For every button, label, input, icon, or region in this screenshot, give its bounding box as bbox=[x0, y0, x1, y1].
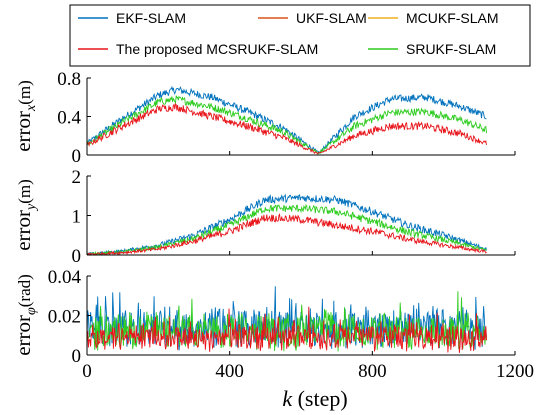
chart-panel-1: 0 0.4 0.8 bbox=[57, 69, 516, 167]
series-line bbox=[87, 306, 487, 353]
legend-label: MCUKF-SLAM bbox=[406, 10, 499, 26]
chart-panel-2: 0 1 2 bbox=[72, 167, 516, 267]
y-labels: errorx(m) errory(m) errorφ(rad) bbox=[11, 80, 39, 356]
series-line bbox=[87, 103, 487, 155]
y-tick-label: 0 bbox=[72, 146, 82, 167]
y-tick-label: 0.02 bbox=[48, 307, 81, 328]
y-tick-label: 0.04 bbox=[48, 267, 82, 288]
legend-label: SRUKF-SLAM bbox=[406, 41, 496, 57]
y-tick-label: 0.8 bbox=[57, 69, 81, 90]
legend-label: EKF-SLAM bbox=[116, 10, 186, 26]
chart-panel-3: 0 0.02 0.04 0 400 800 1200 bbox=[48, 267, 534, 382]
series-line bbox=[87, 213, 487, 255]
y-tick-label: 1 bbox=[72, 207, 82, 228]
legend-label: The proposed MCSRUKF-SLAM bbox=[116, 41, 318, 57]
y-tick-label: 0 bbox=[72, 246, 82, 267]
y-axis-label: errory(m) bbox=[11, 179, 39, 251]
series-group bbox=[87, 193, 487, 255]
x-axis-label-rest: (step) bbox=[292, 386, 348, 411]
y-axis-label: errorφ(rad) bbox=[11, 274, 39, 356]
x-tick-label: 400 bbox=[215, 361, 244, 382]
series-line bbox=[87, 193, 487, 255]
y-axis-label: errorx(m) bbox=[11, 80, 39, 152]
x-tick-label: 1200 bbox=[496, 361, 534, 382]
legend-label: UKF-SLAM bbox=[296, 10, 367, 26]
series-group bbox=[87, 286, 487, 353]
x-axis-label-italic: k bbox=[282, 386, 293, 411]
series-group bbox=[87, 85, 487, 155]
legend-box bbox=[69, 4, 531, 67]
x-axis-label: k (step) bbox=[282, 386, 347, 411]
y-tick-label: 0.4 bbox=[57, 108, 81, 129]
x-tick-label: 800 bbox=[358, 361, 387, 382]
series-line bbox=[87, 95, 487, 155]
legend: EKF-SLAM UKF-SLAM MCUKF-SLAM The proposed M… bbox=[69, 4, 531, 67]
series-line bbox=[87, 85, 487, 154]
y-tick-label: 0 bbox=[72, 346, 82, 367]
y-tick-label: 2 bbox=[72, 167, 82, 188]
x-tick-label: 0 bbox=[82, 361, 92, 382]
